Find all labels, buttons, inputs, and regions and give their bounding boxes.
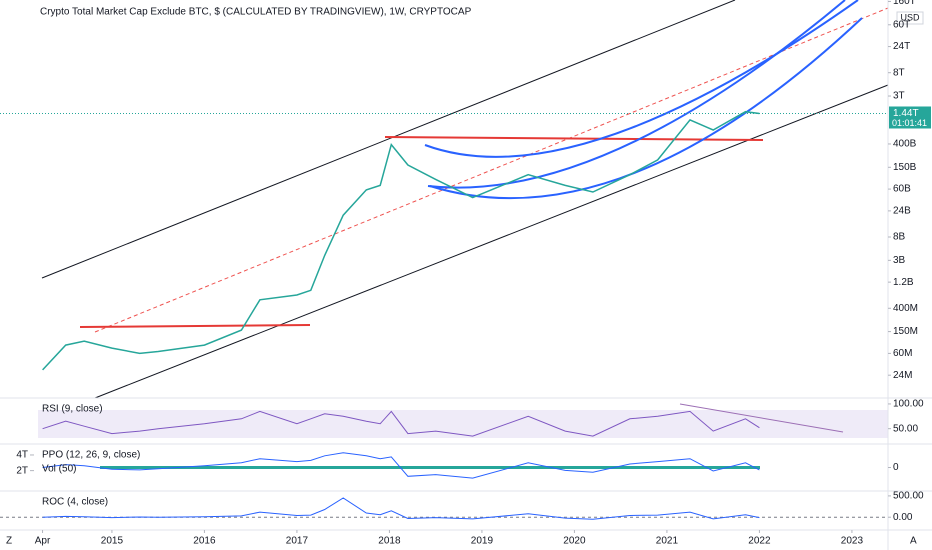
x-tick-label: 2017 <box>286 536 309 547</box>
arc <box>427 0 846 189</box>
y2-tick-label: 4T <box>16 450 28 461</box>
channel-mid <box>94 7 889 333</box>
tool-icon[interactable]: Z <box>6 536 12 547</box>
pane-label: RSI (9, close) <box>42 404 103 415</box>
y-tick-label: 150B <box>893 162 917 173</box>
x-tick-label: 2015 <box>101 536 124 547</box>
series-line <box>42 410 760 437</box>
currency-box[interactable] <box>896 11 924 25</box>
rsi-trend <box>679 403 844 433</box>
y-tick-label: 160T <box>893 0 916 7</box>
pane-label: ROC (4, close) <box>42 497 108 508</box>
series-line <box>42 497 760 520</box>
y-tick-label: 24T <box>893 41 910 52</box>
y-tick-label: 150M <box>893 326 918 337</box>
y-tick-label: 400M <box>893 303 918 314</box>
y-tick-label: 0 <box>893 462 899 473</box>
y-tick-label: 50.00 <box>893 423 918 434</box>
price-tag <box>889 106 931 129</box>
y-tick-label: 60M <box>893 348 912 359</box>
y-tick-label: 100.00 <box>893 399 924 410</box>
channel-upper <box>41 0 736 279</box>
x-tick-label: 2023 <box>841 536 864 547</box>
channel-lower <box>94 84 889 399</box>
countdown: 01:01:41 <box>892 118 927 128</box>
series-line <box>42 452 760 479</box>
tool-icon[interactable]: A <box>910 536 917 547</box>
y-tick-label: 3B <box>893 255 906 266</box>
pane-label: Vol (50) <box>42 464 76 475</box>
y-tick-label: 60B <box>893 184 911 195</box>
x-tick-label: 2020 <box>563 536 586 547</box>
y-tick-label: 24M <box>893 370 912 381</box>
y-tick-label: 0.00 <box>893 512 913 523</box>
y-tick-label: 8T <box>893 67 905 78</box>
x-tick-label: 2021 <box>656 536 679 547</box>
pane-label: PPO (12, 26, 9, close) <box>42 450 140 461</box>
series-line <box>42 110 760 371</box>
x-tick-label: Apr <box>35 536 51 547</box>
y-tick-label: 500.00 <box>893 491 924 502</box>
rsi-band <box>38 410 888 438</box>
y-tick-label: 24B <box>893 206 911 217</box>
y2-tick-label: 2T <box>16 465 28 476</box>
resistance-line <box>384 136 764 141</box>
price-tag-value: 1.44T <box>893 108 919 119</box>
x-tick-label: 2016 <box>193 536 216 547</box>
chart-title: Crypto Total Market Cap Exclude BTC, $ (… <box>40 7 472 18</box>
y-tick-label: 8B <box>893 232 906 243</box>
x-tick-label: 2022 <box>748 536 771 547</box>
y-tick-label: 400B <box>893 139 917 150</box>
x-tick-label: 2019 <box>471 536 494 547</box>
support-line <box>79 324 311 328</box>
currency[interactable]: USD <box>900 12 920 22</box>
y-tick-label: 60T <box>893 19 910 30</box>
x-tick-label: 2018 <box>378 536 401 547</box>
y-tick-label: 1.2B <box>893 277 914 288</box>
y-tick-label: 3T <box>893 91 905 102</box>
